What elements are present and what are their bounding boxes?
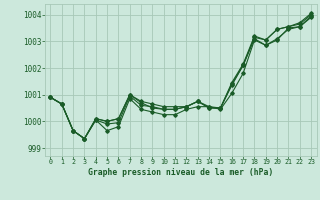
X-axis label: Graphe pression niveau de la mer (hPa): Graphe pression niveau de la mer (hPa) [88,168,273,177]
